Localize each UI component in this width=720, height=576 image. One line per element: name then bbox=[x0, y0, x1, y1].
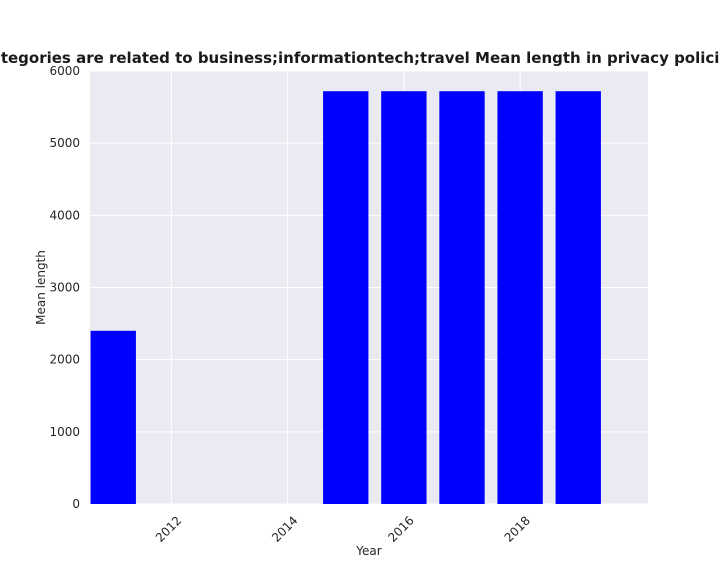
bar bbox=[381, 91, 427, 504]
y-tick-label: 2000 bbox=[49, 353, 80, 367]
y-tick-label: 6000 bbox=[49, 64, 80, 78]
bar bbox=[555, 91, 601, 504]
y-tick-label: 4000 bbox=[49, 208, 80, 222]
y-tick-label: 3000 bbox=[49, 281, 80, 295]
x-tick-label: 2018 bbox=[502, 513, 533, 544]
bar bbox=[90, 330, 136, 504]
bar bbox=[439, 91, 485, 504]
bar bbox=[323, 91, 369, 504]
y-tick-label: 5000 bbox=[49, 136, 80, 150]
y-axis-ticks: 0 1000 2000 3000 4000 5000 6000 bbox=[49, 64, 80, 511]
bars-group bbox=[90, 91, 601, 504]
chart-title: en categories are related to business;in… bbox=[0, 49, 720, 67]
y-tick-label: 1000 bbox=[49, 425, 80, 439]
x-tick-label: 2014 bbox=[269, 513, 300, 544]
x-axis-ticks: 2012 2014 2016 2018 bbox=[153, 513, 533, 544]
bar bbox=[497, 91, 543, 504]
x-tick-label: 2012 bbox=[153, 513, 184, 544]
y-axis-label: Mean length bbox=[34, 250, 48, 325]
y-tick-label: 0 bbox=[72, 497, 80, 511]
x-tick-label: 2016 bbox=[385, 513, 416, 544]
x-axis-label: Year bbox=[355, 544, 381, 558]
